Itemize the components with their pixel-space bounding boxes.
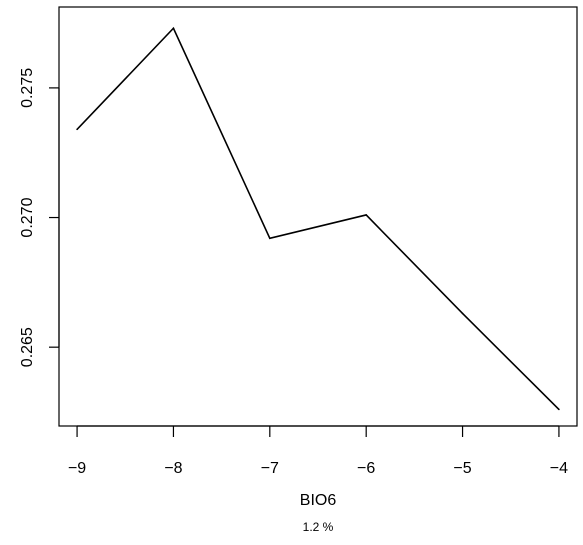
y-tick-label: 0.270 xyxy=(19,197,36,237)
x-tick-label: −5 xyxy=(453,460,471,477)
data-point xyxy=(558,408,560,411)
x-tick-label: −4 xyxy=(550,460,568,477)
series-line xyxy=(76,26,560,410)
x-tick-label: −9 xyxy=(68,460,86,477)
chart-subtitle: 1.2 % xyxy=(303,520,334,534)
y-tick-label: 0.275 xyxy=(19,68,36,108)
y-tick-label: 0.265 xyxy=(19,327,36,367)
series-layer xyxy=(76,26,560,411)
x-axis: −9 −8 −7 −6 −5 −4 xyxy=(68,425,568,477)
plot-frame xyxy=(58,6,578,427)
x-tick-label: −6 xyxy=(357,460,375,477)
data-point xyxy=(365,214,367,216)
x-tick-label: −8 xyxy=(164,460,182,477)
data-point xyxy=(269,237,271,240)
data-point xyxy=(76,128,78,131)
x-axis-label: BIO6 xyxy=(300,492,337,509)
data-point xyxy=(461,312,464,315)
x-tick-label: −7 xyxy=(261,460,279,477)
y-axis: 0.265 0.270 0.275 xyxy=(19,68,60,367)
data-point xyxy=(172,27,175,30)
